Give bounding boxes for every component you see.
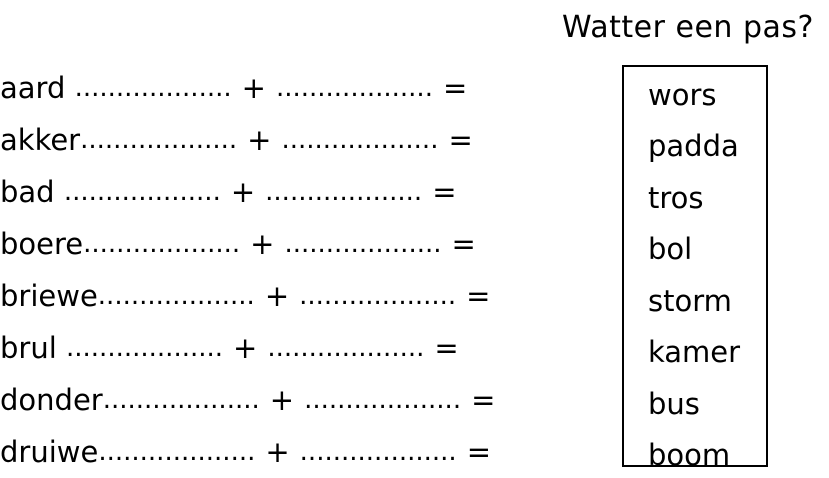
list-item: bus [648, 386, 700, 421]
word-list: wors padda tros bol storm kamer bus boom [624, 67, 766, 478]
blank-one: ................... [74, 73, 232, 103]
exercise-line: druiwe ................... + ...........… [0, 426, 560, 478]
equals-sign: = [451, 227, 476, 261]
plus-sign: + [269, 383, 295, 417]
exercise-line: boere ................... + ............… [0, 218, 560, 270]
exercise-line: donder ................... + ...........… [0, 374, 560, 426]
blank-two: ................... [281, 125, 439, 155]
blank-two: ................... [299, 437, 457, 467]
equals-sign: = [442, 71, 468, 105]
blank-two: ................... [299, 281, 457, 311]
blank-one: ................... [66, 333, 224, 363]
spacer [65, 71, 74, 105]
equals-sign: = [466, 279, 491, 313]
spacer [57, 331, 66, 365]
worksheet-heading: Watter een pas? [562, 10, 814, 45]
base-word: boere [0, 227, 84, 261]
base-word: briewe [0, 279, 98, 313]
base-word: donder [0, 383, 103, 417]
equals-sign: = [466, 435, 492, 469]
list-item: padda [648, 129, 739, 164]
base-word: aard [0, 71, 66, 105]
plus-sign: + [250, 227, 275, 261]
blank-one: ................... [63, 177, 221, 207]
list-item: bol [648, 232, 693, 267]
list-item: tros [648, 180, 704, 215]
plus-sign: + [241, 71, 266, 105]
exercise-line: briewe ................... + ...........… [0, 270, 560, 322]
plus-sign: + [233, 331, 258, 365]
base-word: brul [0, 331, 57, 365]
plus-sign: + [230, 175, 256, 209]
blank-one: ................... [83, 229, 241, 259]
spacer [55, 175, 64, 209]
blank-two: ................... [267, 333, 425, 363]
exercise-line: aard ................... + .............… [0, 62, 560, 114]
blank-one: ................... [97, 281, 255, 311]
exercise-line: bad ................... + ..............… [0, 166, 560, 218]
blank-two: ................... [265, 177, 423, 207]
blank-two: ................... [284, 229, 442, 259]
equals-sign: = [434, 331, 459, 365]
blank-one: ................... [98, 437, 256, 467]
equals-sign: = [471, 383, 496, 417]
list-item: storm [648, 283, 732, 318]
list-item: boom [648, 438, 731, 473]
list-item: wors [648, 77, 717, 112]
word-box: wors padda tros bol storm kamer bus boom [622, 65, 768, 472]
list-item: kamer [648, 335, 741, 370]
base-word: druiwe [0, 435, 99, 469]
blank-two: ................... [304, 385, 462, 415]
plus-sign: + [247, 123, 272, 157]
blank-one: ................... [80, 125, 238, 155]
exercise-line: akker ................... + ............… [0, 114, 560, 166]
base-word: akker [0, 123, 81, 157]
plus-sign: + [264, 279, 290, 313]
equals-sign: = [432, 175, 457, 209]
equals-sign: = [448, 123, 473, 157]
compound-word-exercise: aard ................... + .............… [0, 62, 560, 478]
base-word: bad [0, 175, 55, 209]
exercise-line: brul ................... + .............… [0, 322, 560, 374]
blank-two: ................... [275, 73, 433, 103]
blank-one: ................... [102, 385, 260, 415]
plus-sign: + [265, 435, 290, 469]
